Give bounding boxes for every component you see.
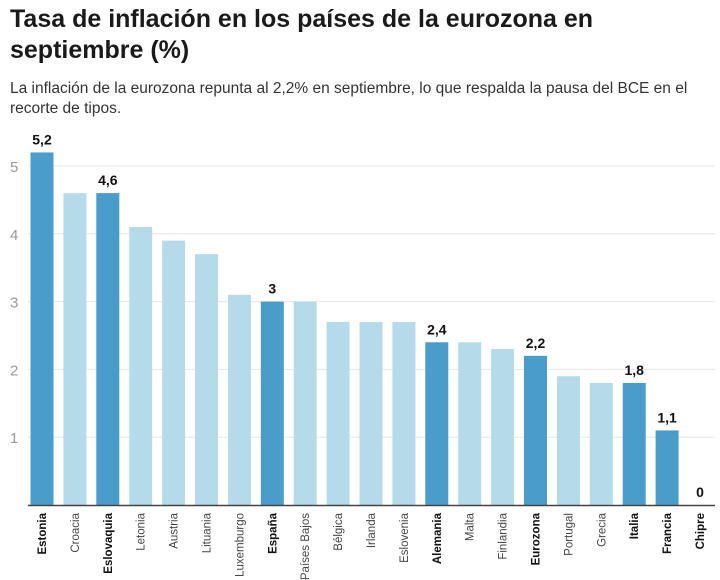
x-tick-label: Finlandia xyxy=(498,512,510,559)
x-tick-label: Lituania xyxy=(202,512,214,553)
x-tick-label: Luxemburgo xyxy=(234,513,246,577)
bar-portugal xyxy=(556,376,580,505)
data-label: 2,4 xyxy=(427,321,447,337)
bar-españa xyxy=(260,301,284,505)
bar-alemania xyxy=(425,342,449,505)
bar-lituania xyxy=(195,254,218,505)
y-tick-label: 1 xyxy=(10,430,18,447)
data-label: 2,2 xyxy=(526,335,546,351)
y-tick-label: 2 xyxy=(10,362,18,379)
bar-bélgica xyxy=(326,321,350,505)
x-tick-label: Malta xyxy=(465,512,477,541)
x-tick-label: Francia xyxy=(662,512,674,554)
y-tick-label: 5 xyxy=(10,159,18,176)
bar-eslovaquia xyxy=(96,193,120,505)
x-tick-label: Países Bajos xyxy=(300,513,312,580)
y-tick-label: 3 xyxy=(10,295,18,312)
data-label: 3 xyxy=(268,281,276,297)
x-tick-label: Bélgica xyxy=(333,512,345,550)
bar-eslovenia xyxy=(392,321,416,505)
x-tick-label: Estonia xyxy=(37,512,49,554)
bar-malta xyxy=(458,342,482,505)
bar-letonia xyxy=(129,227,153,505)
data-label: 5,2 xyxy=(32,131,52,147)
y-tick-label: 4 xyxy=(10,227,18,244)
data-label: 1,1 xyxy=(657,409,677,425)
bar-finlandia xyxy=(491,349,515,505)
x-tick-label: Portugal xyxy=(563,513,575,556)
data-label: 0 xyxy=(696,484,704,500)
bar-italia xyxy=(622,382,646,505)
x-tick-label: Letonia xyxy=(136,512,148,550)
x-tick-label: Austria xyxy=(169,512,181,548)
bar-luxemburgo xyxy=(227,294,251,505)
x-tick-label: Eslovenia xyxy=(399,512,411,562)
bar-eurozona xyxy=(524,355,547,505)
bar-austria xyxy=(162,240,186,505)
x-tick-label: Grecia xyxy=(596,512,608,546)
x-tick-label: Chipre xyxy=(695,513,707,549)
bar-irlanda xyxy=(359,321,383,505)
x-tick-label: Croacia xyxy=(70,512,82,552)
data-label: 1,8 xyxy=(624,362,644,378)
x-tick-label: Irlanda xyxy=(366,512,378,548)
data-label: 4,6 xyxy=(98,172,118,188)
x-tick-label: España xyxy=(267,512,279,554)
bar-países-bajos xyxy=(293,301,317,505)
x-tick-label: Alemania xyxy=(432,512,444,564)
bar-croacia xyxy=(63,193,87,505)
chart-title: Tasa de inflación en los países de la eu… xyxy=(10,5,594,64)
chart-subtitle: La inflación de la eurozona repunta al 2… xyxy=(10,80,688,117)
x-tick-label: Eslovaquia xyxy=(103,512,115,573)
bar-francia xyxy=(655,430,679,505)
x-tick-label: Eurozona xyxy=(531,512,543,565)
bar-estonia xyxy=(30,152,54,505)
bar-grecia xyxy=(589,382,613,505)
x-tick-label: Italia xyxy=(629,512,641,539)
